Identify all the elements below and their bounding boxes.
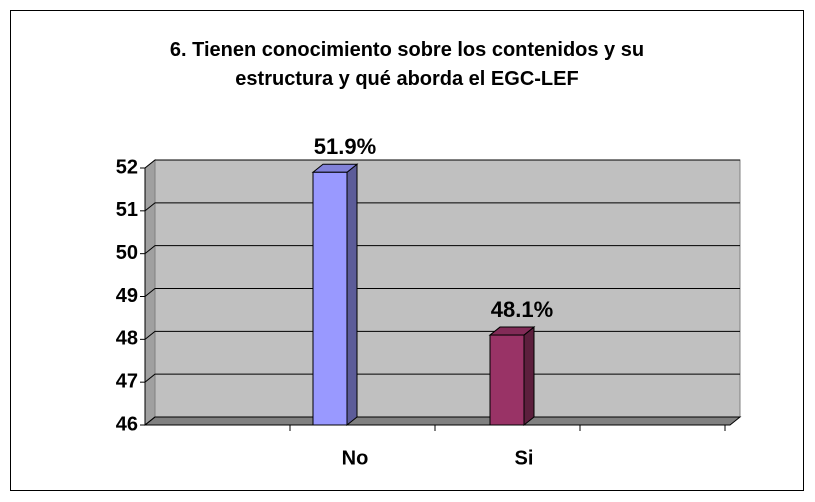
bar-side	[523, 326, 535, 427]
grid-line	[144, 288, 740, 297]
y-tick-label: 50	[116, 242, 138, 264]
grid-line	[144, 245, 740, 255]
grid-line	[144, 330, 740, 340]
y-tick-label: 51	[116, 199, 138, 221]
y-tick-label: 47	[116, 370, 138, 392]
bar-side	[346, 163, 358, 427]
grid-line	[144, 373, 740, 383]
grid-line	[144, 202, 740, 212]
y-tick-label: 49	[116, 285, 138, 307]
y-tick-label: 46	[116, 413, 138, 435]
x-tick-label: Si	[515, 447, 534, 469]
floor	[143, 416, 742, 426]
y-tick-label: 52	[116, 156, 138, 178]
chart-frame	[10, 10, 804, 491]
bar	[489, 334, 525, 426]
y-tick-label: 48	[116, 328, 138, 350]
bar	[312, 171, 348, 426]
data-label: 51.9%	[314, 134, 376, 159]
chart-title: 6. Tienen conocimiento sobre los conteni…	[169, 39, 645, 90]
x-tick-label: No	[342, 447, 369, 469]
grid-line	[144, 159, 740, 169]
grid-line	[144, 416, 740, 426]
data-label: 48.1%	[491, 297, 553, 322]
